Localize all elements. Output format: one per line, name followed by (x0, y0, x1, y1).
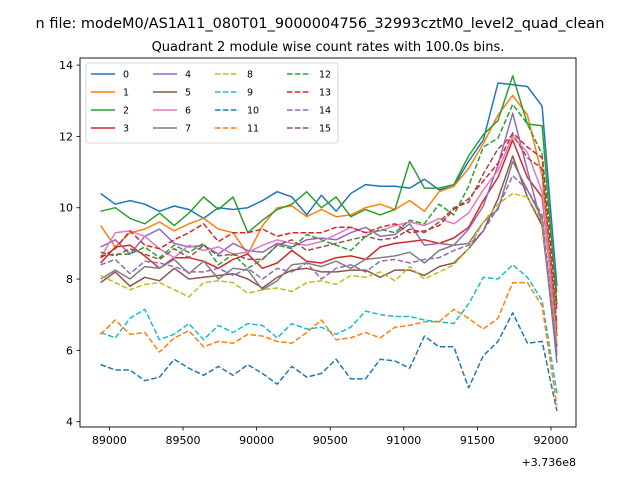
legend-item-11: 11 (215, 124, 259, 135)
legend-item-4: 4 (153, 70, 191, 81)
legend-item-13: 13 (287, 88, 331, 99)
legend-item-10: 10 (215, 106, 259, 117)
x-tick-label: 90000 (239, 434, 274, 447)
x-axis: 89000 89500 90000 90500 91000 91500 92000 (92, 427, 568, 447)
x-tick-label: 89500 (166, 434, 201, 447)
x-tick-label: 91500 (460, 434, 495, 447)
legend-item-1: 1 (91, 88, 129, 99)
y-tick-label: 4 (66, 416, 73, 429)
y-tick-label: 14 (59, 59, 73, 72)
legend-item-5: 5 (153, 88, 191, 99)
legend-label: 15 (319, 124, 331, 135)
legend-label: 14 (319, 106, 331, 117)
series-line-0 (100, 82, 558, 287)
legend-item-2: 2 (91, 106, 129, 117)
legend-item-14: 14 (287, 106, 331, 117)
x-offset-label: +3.736e8 (522, 456, 576, 469)
series-line-12 (100, 103, 558, 294)
y-tick-label: 8 (66, 273, 73, 286)
series-line-13 (100, 132, 558, 312)
legend-label: 4 (185, 70, 191, 81)
series-line-10 (100, 312, 558, 412)
series-line-4 (100, 112, 558, 356)
axes-frame (79, 57, 577, 428)
series-line-5 (100, 155, 558, 347)
legend-label: 13 (319, 88, 331, 99)
chart-title: Quadrant 2 module wise count rates with … (152, 40, 505, 55)
series-line-3 (100, 139, 558, 337)
y-axis: 4 6 8 10 12 14 (59, 59, 80, 429)
legend-label: 3 (123, 124, 129, 135)
series-line-11 (100, 281, 558, 406)
legend-item-6: 6 (153, 106, 191, 117)
series-line-7 (100, 160, 558, 363)
legend-item-12: 12 (287, 70, 331, 81)
legend-label: 6 (185, 106, 191, 117)
x-tick-label: 90500 (313, 434, 348, 447)
series-line-9 (100, 264, 558, 394)
legend-item-7: 7 (153, 124, 191, 135)
legend-label: 7 (185, 124, 191, 135)
legend-item-0: 0 (91, 70, 129, 81)
legend-frame (85, 62, 339, 144)
legend-label: 2 (123, 106, 129, 117)
legend-item-3: 3 (91, 124, 129, 135)
x-tick-label: 89000 (92, 434, 127, 447)
series-line-6 (99, 135, 558, 344)
series-line-14 (100, 174, 558, 354)
y-tick-label: 12 (59, 130, 73, 143)
y-tick-label: 10 (59, 202, 73, 215)
legend-label: 12 (319, 70, 331, 81)
legend-label: 10 (247, 106, 259, 117)
plot-lines (99, 75, 558, 412)
series-line-15 (100, 133, 558, 324)
legend-item-8: 8 (215, 70, 253, 81)
legend-label: 0 (123, 70, 129, 81)
legend-item-15: 15 (287, 124, 331, 135)
series-line-2 (100, 75, 558, 305)
legend-label: 8 (247, 70, 253, 81)
x-tick-label: 92000 (533, 434, 568, 447)
legend-label: 9 (247, 88, 253, 99)
figure-suptitle: n file: modeM0/AS1A11_080T01_9000004756_… (36, 16, 605, 32)
legend-label: 5 (185, 88, 191, 99)
series-line-8 (100, 192, 558, 344)
x-tick-label: 91000 (386, 434, 421, 447)
legend-label: 11 (247, 124, 259, 135)
series-line-1 (99, 94, 558, 330)
y-tick-label: 6 (66, 344, 73, 357)
legend-item-9: 9 (215, 88, 253, 99)
legend-label: 1 (123, 88, 129, 99)
